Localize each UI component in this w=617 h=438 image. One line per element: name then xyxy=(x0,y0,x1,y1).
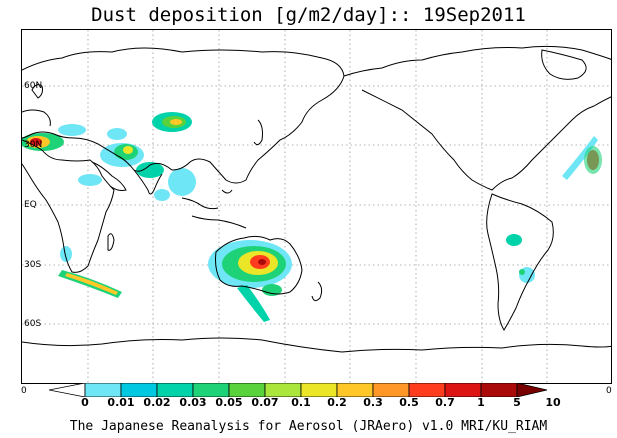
lat-label-30s: 30S xyxy=(24,260,42,270)
colorbar-tick-label: 0.5 xyxy=(399,396,419,409)
colorbar-segment xyxy=(156,383,194,397)
colorbar-tick-label: 0.05 xyxy=(215,396,243,409)
colorbar-segment xyxy=(336,383,374,397)
colorbar-tick-label: 0.02 xyxy=(143,396,171,409)
colorbar-segment xyxy=(264,383,302,397)
map-frame: 60N 30N EQ 30S 60S xyxy=(21,29,612,384)
colorbar-tick-label: 0.7 xyxy=(435,396,455,409)
colorbar-segment xyxy=(228,383,266,397)
graticule xyxy=(22,30,611,383)
colorbar-segment xyxy=(192,383,230,397)
colorbar-segment xyxy=(120,383,158,397)
colorbar-tick-label: 0.01 xyxy=(107,396,135,409)
lat-label-60s: 60S xyxy=(24,319,42,329)
colorbar-tick-label: 0.3 xyxy=(363,396,383,409)
colorbar-segment xyxy=(408,383,446,397)
colorbar-segment-left xyxy=(49,383,86,397)
colorbar-segment xyxy=(444,383,482,397)
colorbar-tick-label: 5 xyxy=(513,396,521,409)
colorbar xyxy=(49,383,548,397)
coastlines xyxy=(22,45,611,353)
lat-label-eq: EQ xyxy=(24,200,37,210)
credit-line: The Japanese Reanalysis for Aerosol (JRA… xyxy=(69,419,548,434)
colorbar-segment xyxy=(300,383,338,397)
map-title: Dust deposition [g/m2/day]:: 19Sep2011 xyxy=(91,4,526,26)
colorbar-tick-label: 0.1 xyxy=(291,396,311,409)
colorbar-segment xyxy=(480,383,518,397)
dust-deposition-field xyxy=(22,112,602,322)
colorbar-tick-label: 0 xyxy=(81,396,89,409)
colorbar-segment xyxy=(372,383,410,397)
left-edge-label: 0 xyxy=(21,386,27,396)
lat-label-30n: 30N xyxy=(24,140,43,150)
lat-label-60n: 60N xyxy=(24,81,43,91)
colorbar-tick-label: 1 xyxy=(477,396,485,409)
colorbar-tick-label: 0.03 xyxy=(179,396,207,409)
colorbar-tick-label: 0.07 xyxy=(251,396,279,409)
colorbar-tick-label: 0.2 xyxy=(327,396,347,409)
right-edge-label: 0 xyxy=(606,386,612,396)
colorbar-segment xyxy=(84,383,122,397)
colorbar-segment-right xyxy=(516,383,548,397)
colorbar-tick-label: 10 xyxy=(545,396,561,409)
world-map xyxy=(22,30,611,383)
